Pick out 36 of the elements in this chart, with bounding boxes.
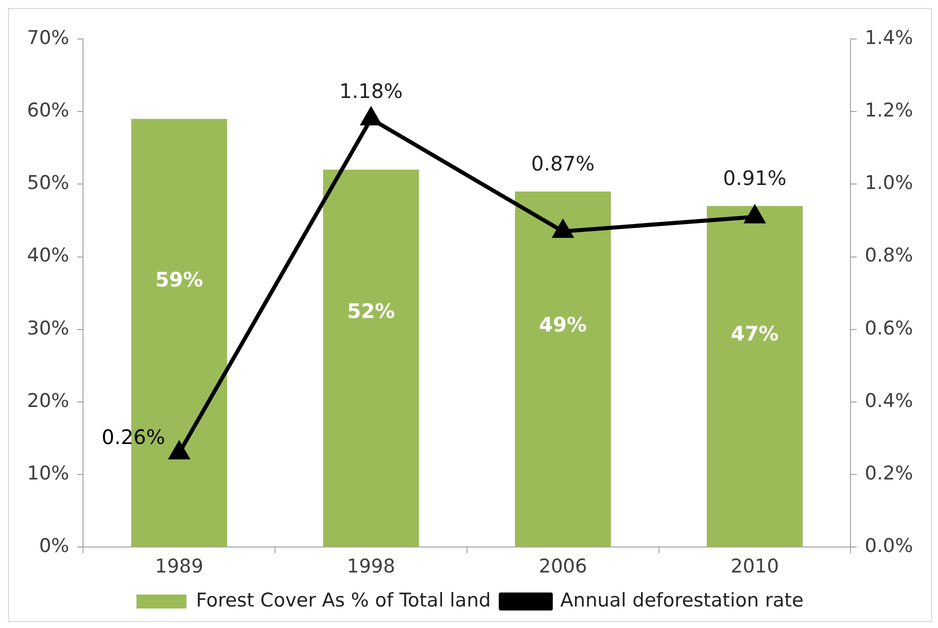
point (361, 108, 381, 126)
x-tick-label: 1989 (154, 556, 204, 578)
bar (323, 170, 420, 547)
x-tick-label: 2006 (538, 556, 588, 578)
legend-label: Forest Cover As % of Total land (196, 589, 491, 612)
data-label: 0.91% (723, 166, 787, 190)
y-tick-label: 50% (26, 172, 70, 194)
y-tick-label: 30% (26, 317, 70, 340)
bar (706, 206, 803, 547)
y2-tick-label: 1.2% (864, 100, 914, 122)
data-label: 52% (347, 299, 395, 324)
y-tick-label: 70% (26, 26, 70, 49)
legend-label: Annual deforestation rate (560, 589, 804, 612)
point (553, 220, 573, 238)
y2-tick-label: 1.0% (864, 172, 914, 194)
y2-tick-label: 1.4% (864, 26, 914, 49)
y2-tick-label: 0.0% (864, 535, 914, 558)
x-tick-label: 2010 (730, 556, 779, 578)
data-label: 47% (730, 322, 779, 346)
y2-tick-label: 0.2% (864, 462, 914, 485)
y-tick-label: 20% (26, 390, 70, 412)
point (745, 206, 765, 224)
y-tick-label: 60% (26, 100, 70, 122)
y-tick-label: 0% (39, 535, 70, 558)
data-label: 1.18% (339, 79, 403, 104)
y2-tick-label: 0.6% (864, 317, 914, 340)
y-tick-label: 10% (26, 462, 70, 485)
x-tick-label: 1998 (346, 556, 396, 578)
data-label: 49% (538, 312, 587, 337)
y2-tick-label: 0.8% (864, 244, 914, 267)
data-label: 59% (155, 268, 204, 292)
point (169, 442, 189, 460)
y-tick-label: 40% (26, 244, 70, 267)
data-label: 0.87% (531, 152, 595, 176)
y2-tick-label: 0.4% (864, 390, 914, 412)
bar (514, 191, 611, 547)
